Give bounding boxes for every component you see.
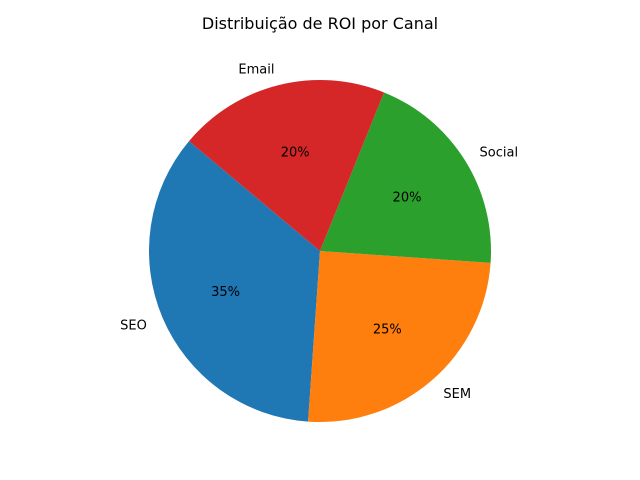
slice-label: SEM: [443, 387, 471, 402]
slice-label: Email: [238, 62, 274, 77]
slice-label: Social: [480, 145, 519, 160]
slice-percent-label: 35%: [211, 285, 240, 300]
slice-percent-label: 20%: [281, 145, 310, 160]
slice-percent-label: 20%: [393, 191, 422, 206]
slice-label: SEO: [120, 318, 147, 333]
pie-slice-social: [320, 92, 491, 263]
pie-slice-seo: [149, 141, 320, 422]
pie-slice-email: [189, 79, 385, 251]
pie-slice-sem: [308, 251, 491, 423]
slice-percent-label: 25%: [373, 322, 402, 337]
chart-title: Distribuição de ROI por Canal: [202, 14, 438, 33]
